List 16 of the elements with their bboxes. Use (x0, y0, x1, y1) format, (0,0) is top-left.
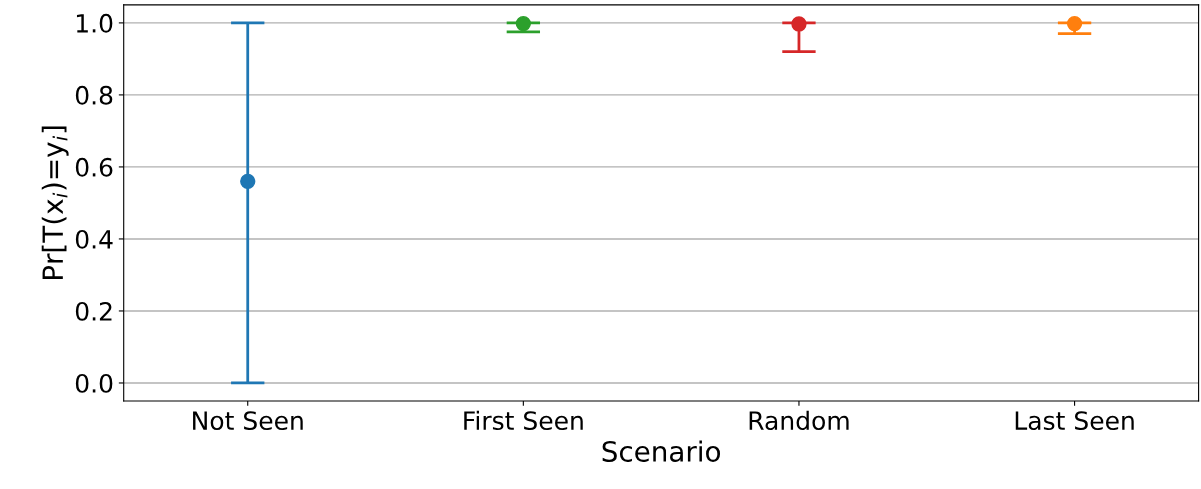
y-axis-title: Pr[T(x$_{i}$)=y$_{i}$] (41, 126, 69, 279)
y-tick-label: 0.0 (75, 373, 113, 393)
x-tick-label: First Seen (464, 410, 583, 431)
point (515, 15, 531, 32)
y-tick-label: 1.0 (76, 13, 113, 33)
point (791, 16, 807, 32)
point (1066, 15, 1083, 32)
y-tick-label: 0.6 (75, 157, 113, 177)
x-axis-title: Scenario (602, 440, 721, 462)
x-tick-label: Last Seen (1015, 411, 1134, 431)
point (240, 173, 256, 189)
y-tick-label: 0.8 (75, 85, 113, 105)
x-tick-label: Random (749, 410, 849, 431)
x-tick-label: Not Seen (193, 411, 303, 431)
y-tick-label: 0.4 (75, 229, 113, 249)
y-tick-label: 0.2 (75, 301, 112, 321)
